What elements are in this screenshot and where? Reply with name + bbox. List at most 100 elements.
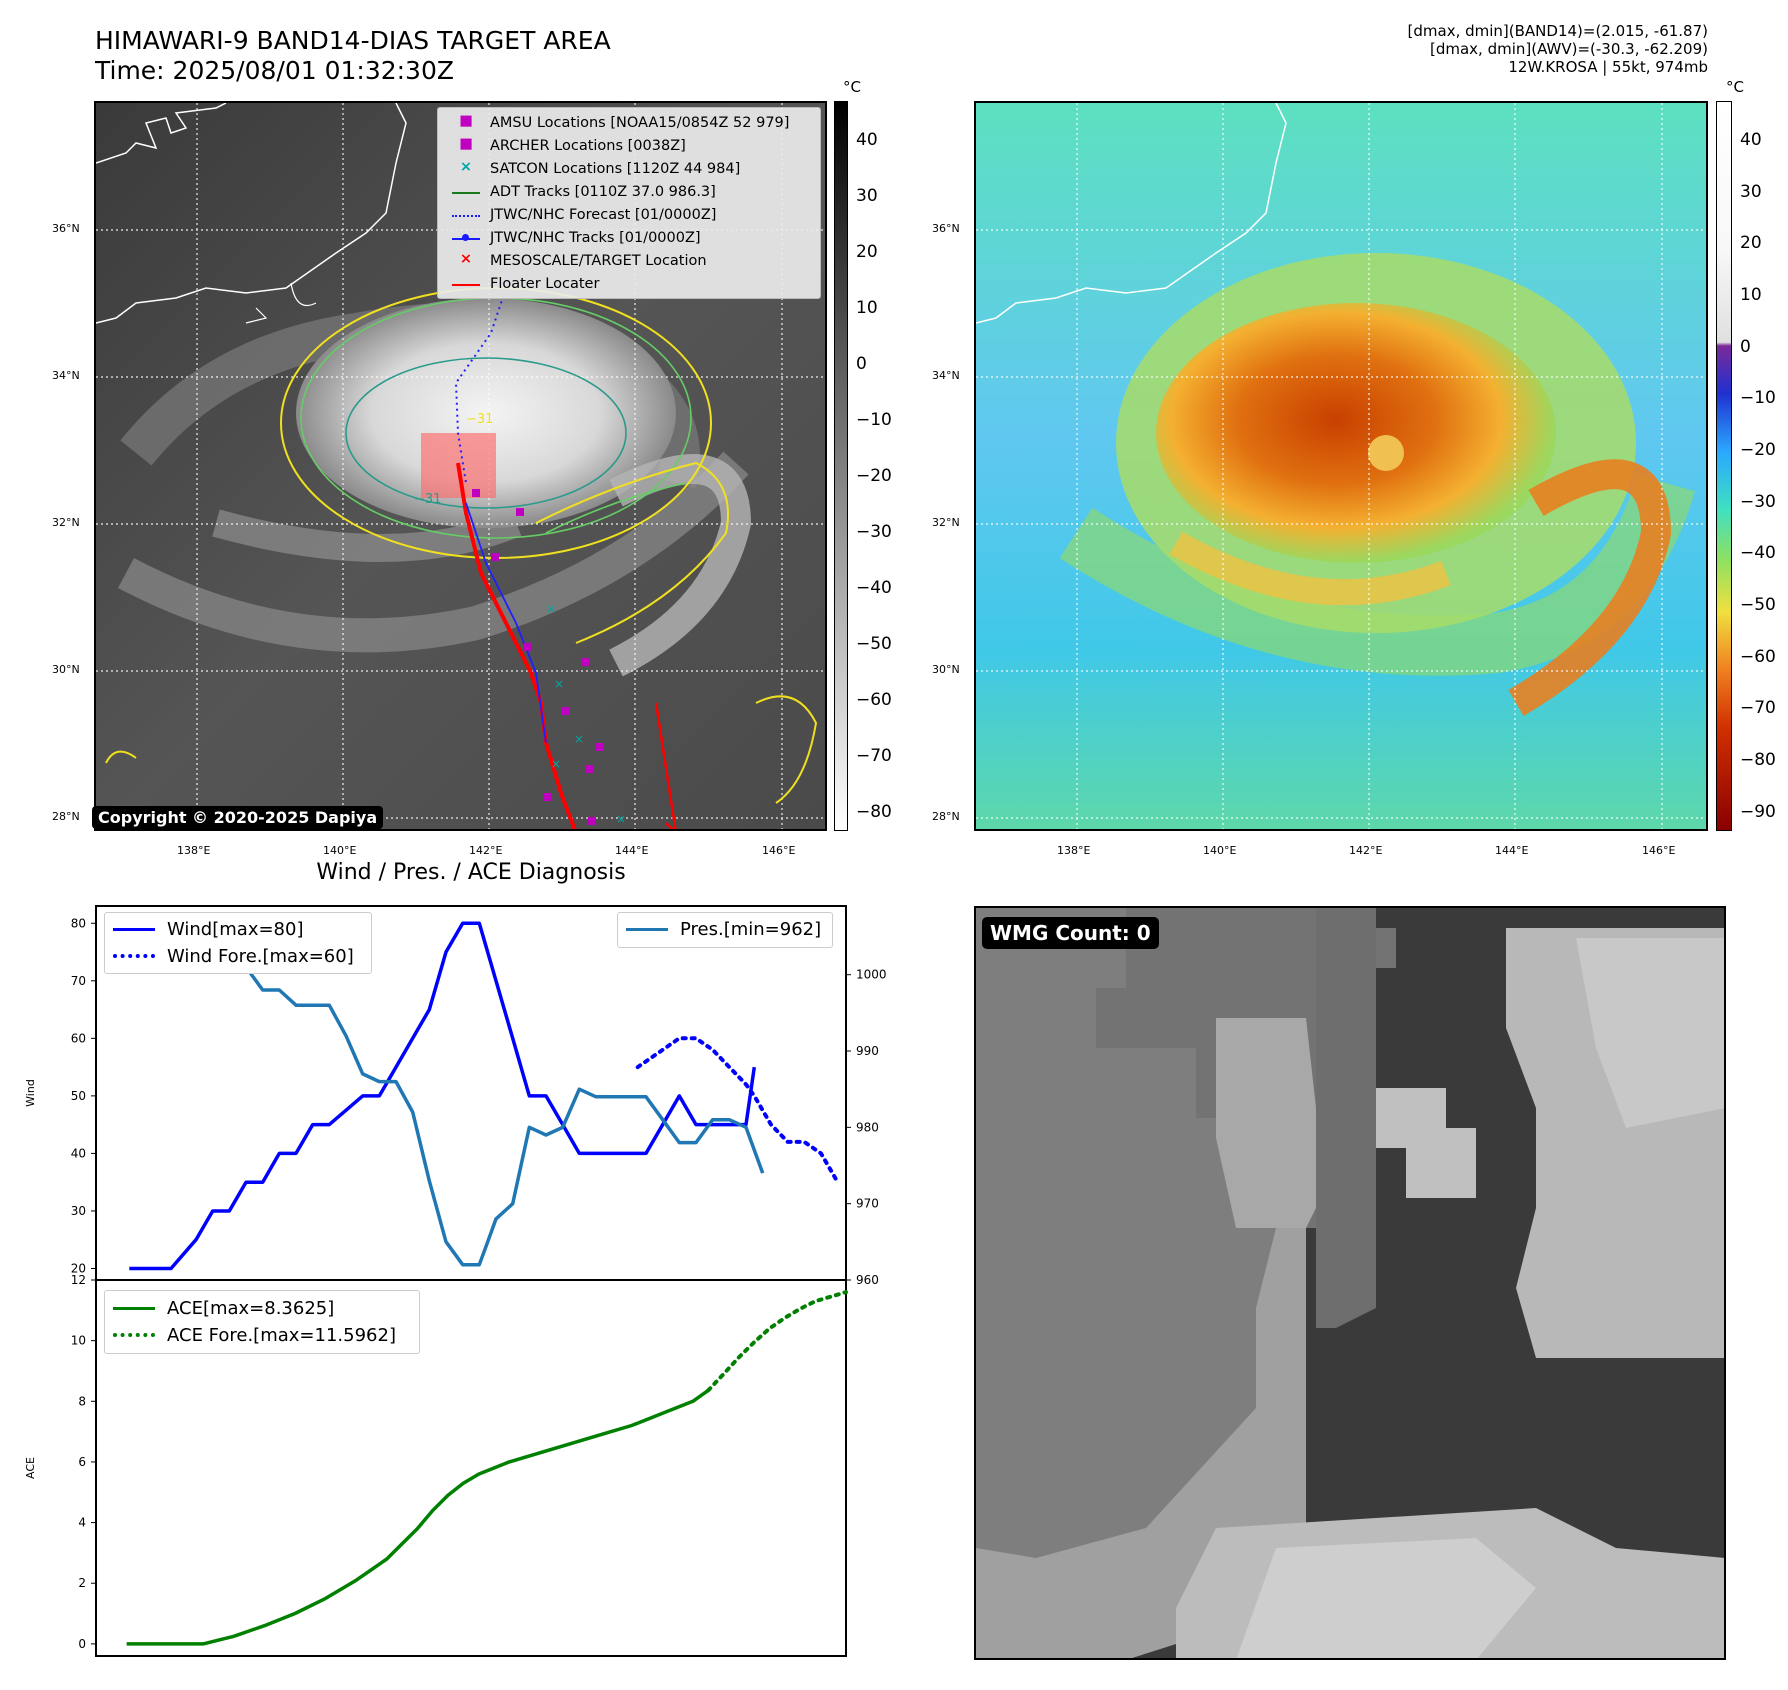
lon-tick: 146°E xyxy=(1642,844,1676,857)
lat-tick: 28°N xyxy=(932,810,960,823)
awv-colorbar-tick-label: 30 xyxy=(1740,181,1762,202)
wind-tick-label: 60 xyxy=(71,1031,86,1045)
wind-tick-label: 20 xyxy=(71,1261,86,1275)
lat-tick: 34°N xyxy=(932,369,960,382)
ace-tick-label: 8 xyxy=(78,1394,86,1408)
wind-series-line xyxy=(129,921,757,1271)
lon-tick: 144°E xyxy=(1495,844,1529,857)
legend-item-adt: ADT Tracks [0110Z 37.0 986.3] xyxy=(450,181,716,203)
lat-tick: 32°N xyxy=(52,516,80,529)
ace-tick-label: 12 xyxy=(71,1273,86,1287)
awv-colorbar-tick-label: 0 xyxy=(1740,336,1751,357)
lon-tick: 138°E xyxy=(1057,844,1091,857)
x-marker-icon: × xyxy=(459,159,473,175)
dotted-line-icon xyxy=(450,205,482,225)
awv-colorbar-tick-label: −30 xyxy=(1740,491,1776,512)
ace-tick-label: 0 xyxy=(78,1637,86,1651)
ir-colorbar-tick-label: 20 xyxy=(856,242,878,263)
awv-colorbar xyxy=(1716,101,1732,831)
wind-tick-label: 40 xyxy=(71,1146,86,1160)
stats-line-1: [dmax, dmin](BAND14)=(2.015, -61.87) xyxy=(1407,22,1708,40)
wmg-count-badge: WMG Count: 0 xyxy=(982,917,1159,949)
svg-text:×: × xyxy=(546,602,556,616)
diagnosis-chart: 20 30 40 50 60 70 80 960 970 980 990 1000 0 2 4 6 8 10 12 W… xyxy=(24,905,887,1657)
ir-colorbar-tick-label: −80 xyxy=(856,801,892,822)
square-marker-icon: ■ xyxy=(459,113,473,129)
awv-map-image xyxy=(976,103,1706,829)
lat-tick: 30°N xyxy=(52,663,80,676)
ir-colorbar-tick-label: 30 xyxy=(856,186,878,207)
map-legend: ■ AMSU Locations [NOAA15/0854Z 52 979] ■… xyxy=(437,107,821,299)
copyright-label: Copyright © 2020-2025 Dapiya xyxy=(92,806,384,829)
lat-tick: 36°N xyxy=(932,222,960,235)
lon-tick: 140°E xyxy=(1203,844,1237,857)
figure-title: HIMAWARI-9 BAND14-DIAS TARGET AREA Time:… xyxy=(95,26,611,86)
lat-tick: 34°N xyxy=(52,369,80,382)
ace-plot-frame xyxy=(95,1279,847,1657)
svg-text:×: × xyxy=(554,677,564,691)
dotted-line-icon xyxy=(113,1333,155,1337)
dotted-line-icon xyxy=(113,954,155,958)
awv-colorbar-tick-label: 40 xyxy=(1740,130,1762,151)
ir-colorbar-tick-label: −40 xyxy=(856,577,892,598)
ir-colorbar xyxy=(834,101,848,831)
ir-colorbar-tick-label: −10 xyxy=(856,409,892,430)
legend-item-wind: Wind[max=80] xyxy=(113,916,304,942)
awv-colorbar-tick-label: −50 xyxy=(1740,595,1776,616)
line-marker-icon xyxy=(450,182,482,202)
ace-tick-label: 10 xyxy=(71,1334,86,1348)
ace-tick-label: 2 xyxy=(78,1576,86,1590)
ir-colorbar-unit: °C xyxy=(843,78,861,96)
legend-item-wind-forecast: Wind Fore.[max=60] xyxy=(113,943,354,969)
pressure-tick-label: 980 xyxy=(856,1120,879,1134)
legend-item-ace-forecast: ACE Fore.[max=11.5962] xyxy=(113,1322,396,1348)
ir-colorbar-tick-label: −30 xyxy=(856,521,892,542)
legend-item-ace: ACE[max=8.3625] xyxy=(113,1295,334,1321)
pressure-tick-label: 990 xyxy=(856,1044,879,1058)
solid-line-icon xyxy=(113,927,155,931)
ace-series-line xyxy=(126,1388,710,1646)
title-line-2: Time: 2025/08/01 01:32:30Z xyxy=(95,56,454,85)
awv-colorbar-tick-label: −80 xyxy=(1740,750,1776,771)
x-marker-icon: × xyxy=(459,251,473,267)
svg-text:×: × xyxy=(551,757,561,771)
pressure-tick-label: 960 xyxy=(856,1273,879,1287)
line-marker-icon xyxy=(450,274,482,294)
solid-line-icon xyxy=(626,927,668,931)
awv-colorbar-tick-label: −40 xyxy=(1740,543,1776,564)
wind-legend: Wind[max=80] Wind Fore.[max=60] xyxy=(104,912,372,974)
ace-tick-label: 4 xyxy=(78,1516,86,1530)
wind-axis-label: Wind xyxy=(24,1079,37,1107)
lat-tick: 32°N xyxy=(932,516,960,529)
wind-forecast-series-line xyxy=(635,1036,840,1185)
awv-colorbar-tick-label: 20 xyxy=(1740,233,1762,254)
wind-tick-label: 30 xyxy=(71,1204,86,1218)
wmg-image xyxy=(976,908,1724,1658)
diagnosis-title: Wind / Pres. / ACE Diagnosis xyxy=(316,860,626,885)
wind-tick-label: 70 xyxy=(71,974,86,988)
lon-tick: 138°E xyxy=(177,844,211,857)
legend-item-pressure: Pres.[min=962] xyxy=(626,916,821,942)
legend-item-jtwc-tracks: JTWC/NHC Tracks [01/0000Z] xyxy=(450,227,701,249)
awv-colorbar-unit: °C xyxy=(1726,78,1744,96)
legend-item-mesoscale: × MESOSCALE/TARGET Location xyxy=(450,250,707,272)
solid-line-icon xyxy=(113,1306,155,1310)
awv-colorbar-tick-label: −90 xyxy=(1740,801,1776,822)
ir-colorbar-tick-label: −70 xyxy=(856,745,892,766)
awv-colorbar-tick-label: −70 xyxy=(1740,698,1776,719)
legend-item-archer: ■ ARCHER Locations [0038Z] xyxy=(450,135,686,157)
title-line-1: HIMAWARI-9 BAND14-DIAS TARGET AREA xyxy=(95,26,611,55)
ace-axis-label: ACE xyxy=(24,1457,37,1479)
awv-colorbar-tick-label: 10 xyxy=(1740,285,1762,306)
ir-colorbar-tick-label: −60 xyxy=(856,689,892,710)
ace-tick-label: 6 xyxy=(78,1455,86,1469)
square-marker-icon: ■ xyxy=(459,136,473,152)
lat-tick: 28°N xyxy=(52,810,80,823)
ir-colorbar-tick-label: 40 xyxy=(856,130,878,151)
pressure-series-line xyxy=(129,919,765,1267)
lon-tick: 144°E xyxy=(615,844,649,857)
ir-colorbar-tick-label: −20 xyxy=(856,465,892,486)
stats-line-3: 12W.KROSA | 55kt, 974mb xyxy=(1508,58,1708,76)
legend-item-floater: Floater Locater xyxy=(450,273,599,295)
awv-colorbar-tick-label: −10 xyxy=(1740,388,1776,409)
